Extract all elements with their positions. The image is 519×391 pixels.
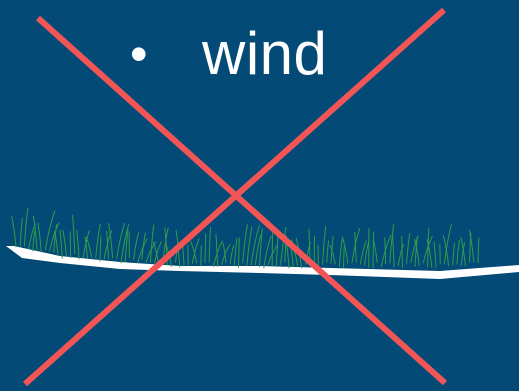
grass-blade [263,235,272,269]
cross-stroke-up [23,7,446,387]
ground-line [6,246,519,279]
grass-blade [426,239,433,268]
grass-blade [414,238,420,267]
bullet-point: • [130,26,148,82]
grass-blade [354,231,357,263]
grass-blade [414,236,418,267]
grass-blade [44,210,56,251]
grass-blade [460,242,466,266]
grass-blade [191,238,200,264]
grass-blade [338,237,343,267]
grass-blade [49,222,60,252]
grass-blade [11,216,17,248]
grass-blade [99,235,102,262]
bullet-item: • wind [130,14,327,94]
grass-blade [322,226,327,265]
grass-blade [208,226,211,263]
grass-blade [384,237,387,265]
grass-blade [59,229,63,259]
grass-blade [250,225,260,266]
grass-blade [215,233,219,267]
grass-blade [53,224,58,253]
grass-blade [108,223,114,259]
grass-blade [23,208,29,247]
grass-blade [229,244,235,265]
grass-blade [259,228,263,268]
grass-blade [154,241,162,264]
grass-blade [238,237,240,268]
grass-blade [343,246,345,268]
grass-blade [32,230,36,252]
bullet-text: wind [202,20,328,87]
grass-blade [145,241,157,263]
grass-blade [456,240,460,265]
grass-blade [19,217,23,247]
grass-blade [124,229,129,263]
grass-blade [468,229,475,263]
grass-blade [137,238,148,264]
grass-blade [221,244,231,265]
grass-blade [372,239,378,263]
grass-blade [141,232,146,260]
grass-blade [330,236,334,264]
grass-blade [133,232,140,260]
grass-blade [477,237,480,263]
grass-blade [460,236,466,267]
grass-blade [116,223,125,259]
grass-blade [364,241,370,266]
grass-blade [62,230,67,257]
grass-blade [380,234,392,267]
grass-blade [182,245,185,266]
grass-blade [204,233,207,264]
grass-blade [222,242,227,263]
grass-blade [72,214,76,255]
grass-blade [341,236,349,264]
grass-blade [85,236,93,258]
grass-blade [120,224,130,264]
grass-blade [406,233,411,265]
grass-blade [106,230,109,260]
grass-blade [246,226,253,266]
grass-blade [200,245,202,267]
grass-blade [389,224,395,264]
grass-blade [452,242,455,266]
grass-blade [359,240,367,265]
grass-blade [37,222,42,253]
grass-blade [329,244,336,265]
grass-blade [391,232,395,268]
grass-blade [422,236,433,264]
grass-blade [397,244,404,266]
grass-blade [242,224,248,264]
grass-blade [149,224,155,263]
grass-blade [76,230,80,260]
grass-blade [317,244,319,268]
grass-blade [372,231,375,269]
grass-blade [442,235,450,267]
grass-blade [33,215,38,250]
grass-blade [190,240,198,264]
grass-blade [401,235,403,269]
grass-blade [254,235,262,265]
grass-blade [95,224,101,258]
grass-blade [54,231,59,257]
grass-blade [433,241,437,268]
cross-stroke-down [35,15,448,386]
grass-blade [326,240,330,263]
grass-blade [84,236,88,259]
grass-blade [443,224,452,265]
grass-blade [233,237,238,266]
grass-blade [280,226,287,266]
